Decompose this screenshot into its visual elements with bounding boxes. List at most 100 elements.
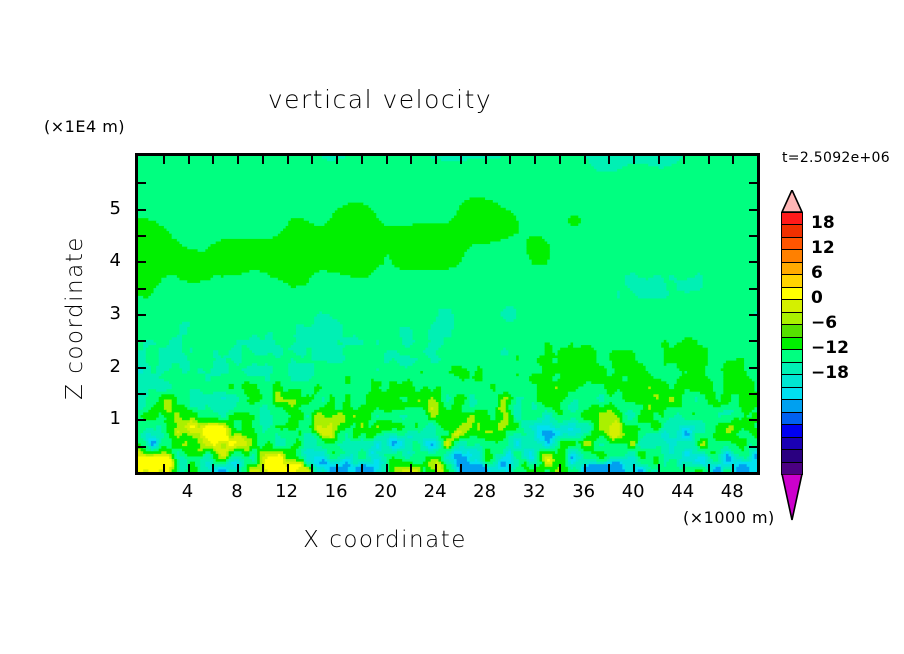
- x-axis-tick: [410, 156, 413, 164]
- colorbar-tick-label: 18: [811, 213, 835, 234]
- x-axis-tick: [385, 156, 388, 164]
- x-axis-tick: [658, 464, 660, 472]
- x-axis-tick: [212, 156, 215, 164]
- y-axis-tick: [138, 235, 146, 237]
- x-axis-tick: [237, 156, 239, 164]
- colorbar-tick-label: 12: [811, 238, 835, 259]
- colorbar-band: [781, 274, 803, 288]
- x-axis-tick: [484, 464, 487, 472]
- x-axis-tick: [187, 464, 190, 472]
- colorbar-band: [781, 286, 803, 301]
- colorbar-band: [781, 361, 803, 376]
- y-axis-tick: [749, 261, 757, 264]
- colorbar-band: [781, 436, 803, 451]
- x-axis-tick: [558, 464, 561, 472]
- y-axis-tick: [749, 340, 757, 343]
- colorbar-tick-label: 0: [811, 288, 823, 309]
- x-axis-tick: [583, 156, 586, 164]
- y-axis-tick: [138, 261, 146, 264]
- x-axis-tick: [385, 464, 388, 472]
- colorbar-band: [781, 236, 803, 251]
- x-axis-tick: [484, 156, 487, 164]
- x-axis-tick: [509, 464, 512, 472]
- vertical-velocity-field: [138, 156, 757, 472]
- x-axis-title: X coordinate: [303, 527, 467, 553]
- x-axis-tick: [212, 464, 215, 472]
- y-axis-tick: [749, 366, 757, 369]
- x-axis-tick: [237, 464, 239, 472]
- colorbar-band: [781, 349, 803, 363]
- y-axis-title: Z coordinate: [62, 236, 88, 400]
- y-axis-tick-label: 4: [109, 250, 121, 272]
- x-axis-tick-label: 40: [621, 481, 645, 502]
- y-axis-tick: [138, 314, 146, 316]
- x-axis-unit-label: (×1000 m): [683, 508, 775, 527]
- x-axis-tick: [682, 156, 685, 164]
- colorbar-band: [781, 386, 803, 401]
- x-axis-tick: [558, 156, 561, 164]
- colorbar-band: [781, 461, 803, 475]
- x-axis-tick: [360, 156, 363, 164]
- y-axis-tick: [138, 393, 146, 395]
- colorbar-over-arrow: [781, 190, 803, 213]
- x-axis-tick: [261, 156, 264, 164]
- x-axis-tick: [459, 156, 462, 164]
- colorbar-band: [781, 212, 803, 226]
- x-axis-tick-label: 20: [374, 481, 398, 502]
- colorbar: 18 12 6 0 −6 −12 −18: [781, 190, 849, 521]
- x-axis-tick-label: 12: [275, 481, 298, 502]
- x-axis-tick: [286, 464, 289, 472]
- x-axis-tick: [732, 156, 735, 164]
- x-axis-tick: [509, 156, 512, 164]
- x-axis-tick: [707, 156, 710, 164]
- colorbar-tick-label: 6: [811, 263, 823, 284]
- x-axis-tick: [261, 464, 264, 472]
- x-axis-tick-label: 36: [572, 481, 596, 502]
- y-axis-unit-label: (×1E4 m): [44, 117, 126, 136]
- x-axis-tick: [311, 464, 314, 472]
- x-axis-tick: [633, 464, 636, 472]
- colorbar-under-arrow: [781, 474, 803, 521]
- y-axis-tick-label: 5: [109, 197, 121, 219]
- page-title: vertical velocity: [267, 85, 493, 114]
- colorbar-band: [781, 336, 803, 351]
- x-axis-tick-label: 24: [423, 481, 447, 502]
- colorbar-band: [781, 261, 803, 276]
- colorbar-band: [781, 249, 803, 263]
- x-axis-tick: [608, 464, 611, 472]
- x-axis-tick: [435, 156, 438, 164]
- x-axis-tick: [608, 156, 611, 164]
- y-axis-tick: [749, 419, 757, 422]
- x-axis-tick-label: 48: [720, 481, 744, 502]
- y-axis-tick: [749, 208, 757, 211]
- x-axis-tick: [435, 464, 438, 472]
- x-axis-tick: [459, 464, 462, 472]
- y-axis-tick-label: 1: [109, 408, 121, 430]
- x-axis-tick: [658, 156, 660, 164]
- colorbar-tick-label: −12: [811, 338, 849, 359]
- x-axis-tick: [682, 464, 685, 472]
- x-axis-tick: [707, 464, 710, 472]
- x-axis-tick: [162, 464, 165, 472]
- y-axis-tick: [749, 182, 757, 185]
- y-axis-tick: [749, 393, 757, 395]
- x-axis-tick: [336, 156, 339, 164]
- y-axis-tick: [749, 287, 757, 290]
- colorbar-band: [781, 324, 803, 338]
- x-axis-tick-label: 28: [473, 481, 497, 502]
- y-axis-tick: [749, 235, 757, 237]
- y-axis-tick: [138, 182, 146, 185]
- colorbar-band: [781, 311, 803, 326]
- x-axis-tick: [732, 464, 735, 472]
- x-axis-tick: [583, 464, 586, 472]
- y-axis-tick: [749, 314, 757, 316]
- contour-plot-area: [135, 153, 760, 475]
- y-axis-tick: [749, 445, 757, 448]
- x-axis-tick: [162, 156, 165, 164]
- colorbar-band: [781, 374, 803, 388]
- y-axis-tick-label: 3: [109, 303, 121, 324]
- x-axis-tick: [311, 156, 314, 164]
- y-axis-tick: [138, 340, 146, 343]
- x-axis-tick: [534, 156, 537, 164]
- colorbar-band: [781, 224, 803, 238]
